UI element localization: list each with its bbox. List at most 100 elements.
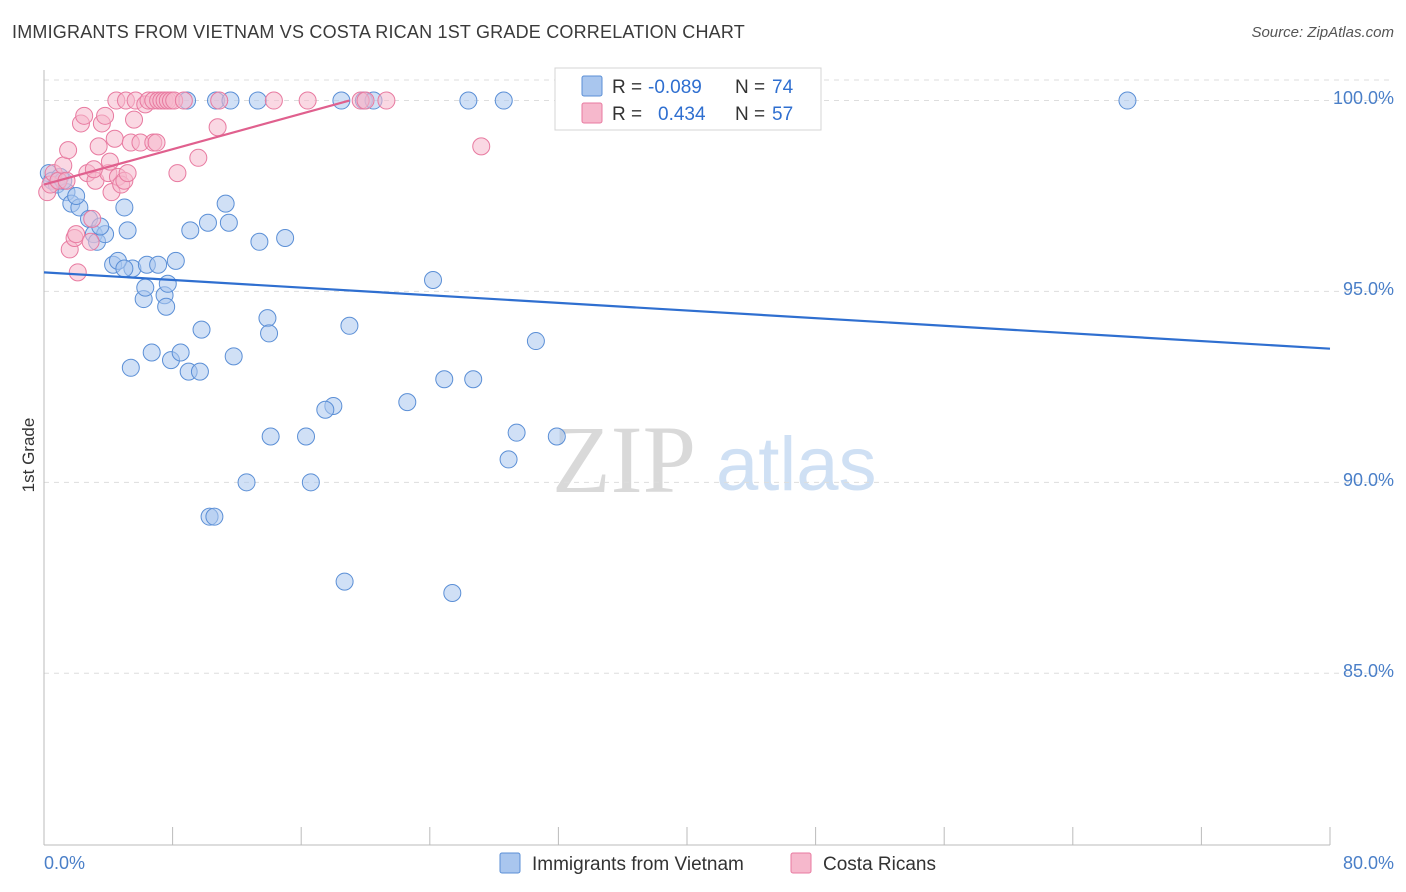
point-vietnam-70 (115, 198, 134, 217)
point-vietnam-40 (340, 316, 359, 335)
legend-r-value-costa-rica: 0.434 (658, 104, 706, 125)
point-vietnam-42 (526, 332, 545, 351)
point-costa-rica-50 (147, 133, 166, 152)
correlation-legend: R = -0.089 N = 74 R = 0.434 N = 57 (554, 67, 822, 131)
point-vietnam-18 (166, 251, 185, 270)
point-vietnam-48 (261, 427, 280, 446)
point-costa-rica-19 (96, 106, 115, 125)
point-vietnam-20 (136, 278, 155, 297)
bottom-legend-label-vietnam: Immigrants from Vietnam (532, 854, 744, 875)
point-vietnam-26 (216, 194, 235, 213)
point-vietnam-58 (443, 584, 462, 603)
point-vietnam-27 (219, 213, 238, 232)
point-vietnam-52 (499, 450, 518, 469)
bottom-legend-swatch-costa-rica (790, 852, 812, 874)
point-costa-rica-45 (298, 91, 317, 110)
point-vietnam-66 (459, 91, 478, 110)
point-vietnam-11 (118, 221, 137, 240)
point-costa-rica-42 (174, 91, 193, 110)
point-vietnam-17 (149, 255, 168, 274)
point-costa-rica-26 (118, 164, 137, 183)
y-tick-label-90: 90.0% (1343, 470, 1394, 490)
bottom-legend-label-costa-rica: Costa Ricans (823, 854, 936, 875)
point-costa-rica-47 (356, 91, 375, 110)
point-vietnam-38 (258, 309, 277, 328)
point-vietnam-36 (190, 362, 209, 381)
bottom-legend-swatch-vietnam (499, 852, 521, 874)
source-credit: Source: ZipAtlas.com (1251, 24, 1394, 41)
point-vietnam-53 (237, 473, 256, 492)
point-vietnam-46 (435, 370, 454, 389)
grid-lines (44, 79, 1394, 674)
point-costa-rica-17 (89, 137, 108, 156)
point-costa-rica-48 (377, 91, 396, 110)
point-vietnam-54 (301, 473, 320, 492)
x-tick-label-min: 0.0% (44, 853, 85, 873)
series-legend: Immigrants from Vietnam Costa Ricans (499, 852, 936, 875)
point-costa-rica-51 (168, 164, 187, 183)
trend-line-costa-rica (43, 99, 350, 186)
point-vietnam-51 (547, 427, 566, 446)
point-vietnam-31 (121, 358, 140, 377)
point-vietnam-71 (67, 186, 86, 205)
point-costa-rica-6 (59, 141, 78, 160)
point-vietnam-69 (1118, 91, 1137, 110)
point-costa-rica-52 (189, 148, 208, 167)
point-vietnam-44 (316, 400, 335, 419)
point-vietnam-67 (494, 91, 513, 110)
legend-n-value-vietnam: 74 (772, 77, 794, 98)
chart-title: IMMIGRANTS FROM VIETNAM VS COSTA RICAN 1… (12, 22, 745, 42)
point-vietnam-49 (297, 427, 316, 446)
point-vietnam-39 (260, 324, 279, 343)
legend-r-label-vietnam: R = (612, 77, 642, 98)
point-vietnam-56 (205, 507, 224, 526)
trend-lines (43, 99, 1331, 350)
legend-n-label-costa-rica: N = (735, 104, 765, 125)
point-vietnam-32 (142, 343, 161, 362)
legend-n-label-vietnam: N = (735, 77, 765, 98)
trend-line-vietnam (43, 271, 1331, 350)
point-costa-rica-28 (125, 110, 144, 129)
legend-r-label-costa-rica: R = (612, 104, 642, 125)
point-costa-rica-43 (210, 91, 229, 110)
point-costa-rica-14 (81, 232, 100, 251)
point-vietnam-23 (158, 274, 177, 293)
y-tick-label-95: 95.0% (1343, 279, 1394, 299)
point-vietnam-50 (507, 423, 526, 442)
watermark-atlas: atlas (716, 422, 877, 507)
point-vietnam-41 (424, 270, 443, 289)
point-costa-rica-12 (75, 106, 94, 125)
watermark-zip: ZIP (552, 406, 696, 513)
point-costa-rica-15 (83, 209, 102, 228)
point-costa-rica-56 (472, 137, 491, 156)
point-costa-rica-44 (264, 91, 283, 110)
point-vietnam-15 (115, 259, 134, 278)
legend-swatch-vietnam (581, 75, 603, 97)
point-costa-rica-9 (67, 225, 86, 244)
legend-swatch-costa-rica (581, 102, 603, 124)
point-vietnam-47 (464, 370, 483, 389)
point-costa-rica-10 (68, 263, 87, 282)
point-vietnam-34 (171, 343, 190, 362)
point-costa-rica-53 (208, 118, 227, 137)
point-costa-rica-22 (105, 129, 124, 148)
y-tick-label-100: 100.0% (1333, 88, 1394, 108)
point-vietnam-25 (198, 213, 217, 232)
x-tick-label-max: 80.0% (1343, 853, 1394, 873)
point-vietnam-30 (192, 320, 211, 339)
point-vietnam-28 (250, 232, 269, 251)
point-vietnam-45 (398, 393, 417, 412)
point-vietnam-29 (276, 228, 295, 247)
point-vietnam-37 (224, 347, 243, 366)
point-vietnam-62 (248, 91, 267, 110)
point-vietnam-24 (181, 221, 200, 240)
data-points (38, 91, 1137, 603)
y-axis-title: 1st Grade (19, 418, 38, 493)
legend-n-value-costa-rica: 57 (772, 104, 793, 125)
point-costa-rica-4 (54, 156, 73, 175)
point-vietnam-57 (335, 572, 354, 591)
legend-r-value-vietnam: -0.089 (648, 77, 702, 98)
point-vietnam-22 (157, 297, 176, 316)
y-tick-label-85: 85.0% (1343, 661, 1394, 681)
